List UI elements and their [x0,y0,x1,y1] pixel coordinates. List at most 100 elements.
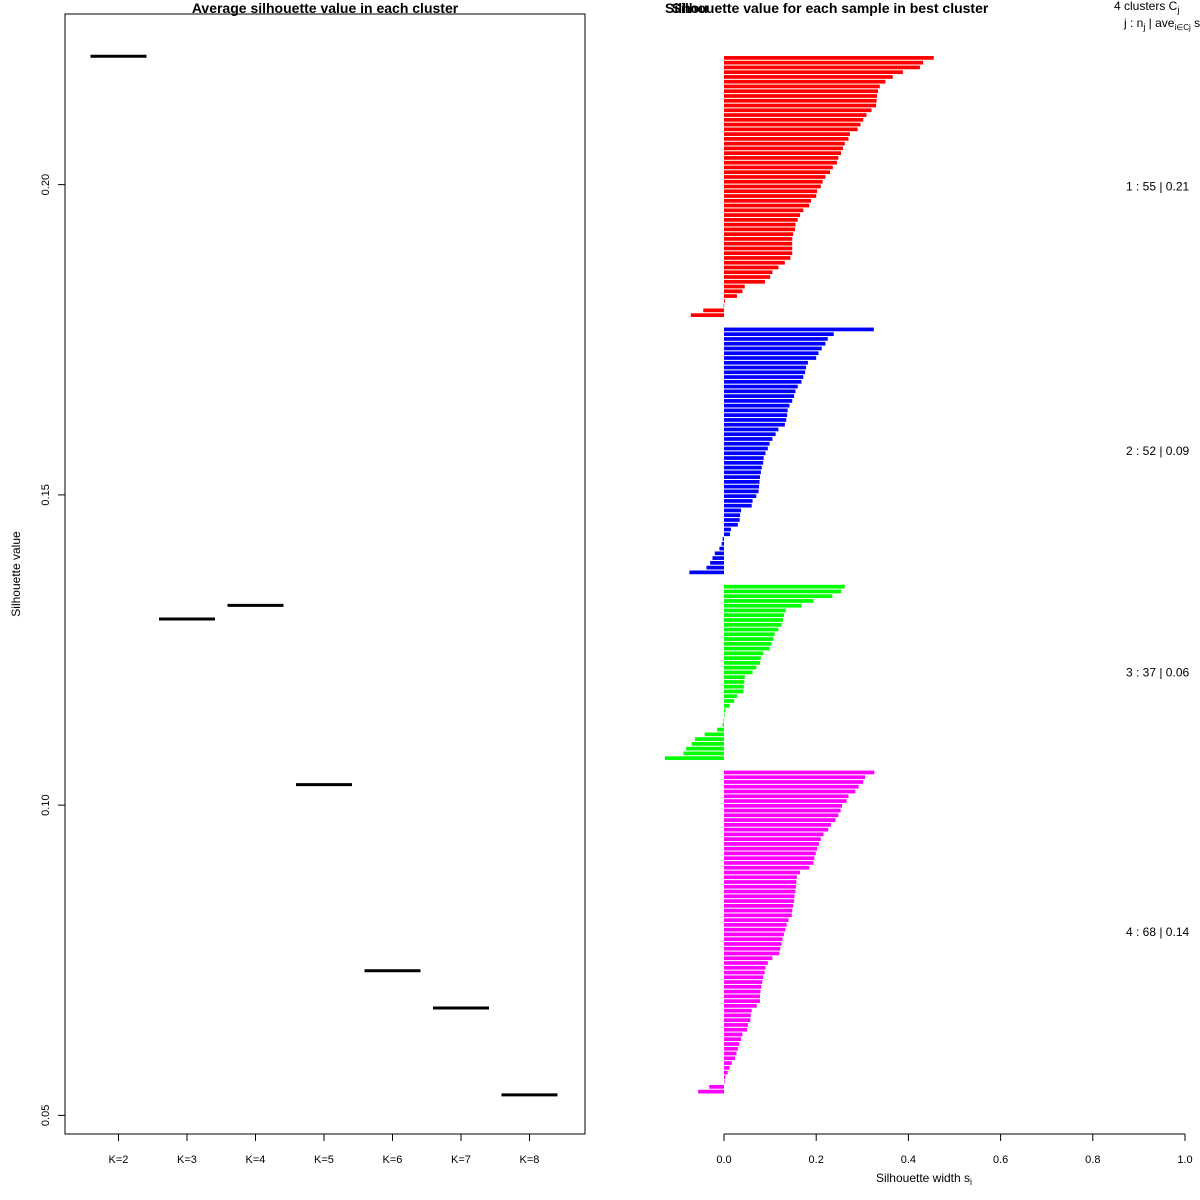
silhouette-bar [724,65,920,70]
silhouette-bar [724,79,886,84]
silhouette-bar [724,608,786,613]
silhouette-bar [722,722,724,727]
silhouette-bar [724,418,787,422]
silhouette-bar [724,298,725,303]
silhouette-bar [703,308,724,313]
silhouette-bar [724,599,814,603]
silhouette-bar [724,646,770,651]
silhouette-bar [724,899,795,903]
silhouette-bar [724,460,764,465]
left-x-tick-label: K=3 [177,1154,197,1166]
silhouette-bar [724,522,738,527]
silhouette-bar [724,132,850,136]
silhouette-bar [724,894,795,899]
silhouette-bar [724,1061,732,1065]
silhouette-bar [724,289,743,294]
silhouette-bar [723,718,725,722]
silhouette-bar [724,780,864,784]
silhouette-bar [724,889,796,894]
silhouette-bar [724,217,798,222]
silhouette-bar [724,789,856,794]
silhouette-bar [724,689,744,694]
silhouette-bar [724,108,872,113]
silhouette-bar [724,1075,726,1080]
right-plot: Silhou Silhouette value for each sample … [664,0,1200,1187]
silhouette-bar [724,470,761,475]
silhouette-bar [724,684,744,689]
cluster-legend-header-main: 4 clusters C [1114,0,1178,13]
silhouette-bar [724,365,807,370]
left-x-tick-label: K=7 [451,1154,471,1166]
right-plot-xlabel: Silhouette width si [876,1171,972,1187]
silhouette-bar [706,565,724,570]
silhouette-bar [724,84,880,89]
silhouette-bar [724,594,833,599]
right-x-tick-label: 0.8 [1085,1154,1100,1166]
left-x-tick-label: K=8 [520,1154,540,1166]
silhouette-bar [724,375,804,379]
silhouette-bar [724,241,793,246]
silhouette-bar [724,222,796,227]
silhouette-bar [724,775,866,780]
right-plot-xlabel-sub: i [970,1177,972,1187]
silhouette-bar [710,560,724,565]
silhouette-bar [724,237,793,241]
silhouette-bar [724,1023,748,1027]
silhouette-bar [724,294,737,298]
silhouette-bar [724,832,824,837]
silhouette-bar [724,994,760,999]
silhouette-bar [724,379,802,384]
silhouette-bar [724,1018,751,1023]
silhouette-bar [724,403,790,408]
silhouette-bar [724,184,821,189]
left-x-tick-label: K=4 [246,1154,266,1166]
silhouette-bar [724,1037,742,1042]
silhouette-bar [724,975,764,980]
silhouette-bar [724,256,791,260]
cluster-label: 4 : 68 | 0.14 [1126,925,1189,939]
silhouette-bar [724,637,774,641]
silhouette-bar [689,570,724,575]
silhouette-bar [724,60,924,65]
silhouette-bar [724,632,775,637]
cluster-legend-subheader: j : nj | avei∈Cj s [1123,16,1200,32]
silhouette-bar [724,484,760,489]
silhouette-bar [724,984,762,989]
silhouette-bar [724,179,823,184]
silhouette-bar [724,618,784,622]
silhouette-bar [724,94,878,98]
left-plot-title: Average silhouette value in each cluster [192,0,459,16]
silhouette-bar [724,394,795,398]
silhouette-bar [724,1065,730,1070]
cluster-legend-subheader-c: s [1191,16,1200,30]
left-plot-frame [64,13,586,1135]
right-x-tick-label: 1.0 [1177,1154,1192,1166]
silhouette-bar [724,813,839,818]
left-plot-marks [90,54,558,1097]
silhouette-bar [691,742,724,746]
silhouette-bar [724,427,779,432]
silhouette-bar [724,137,849,141]
silhouette-bar [724,194,817,198]
silhouette-bar [724,437,773,441]
silhouette-bar [724,989,761,994]
silhouette-bar [724,699,735,703]
silhouette-bar [724,827,829,832]
silhouette-bar [722,537,724,541]
silhouette-bar [724,70,903,75]
silhouette-bar [724,875,797,880]
silhouette-bar [724,370,806,375]
silhouette-bar [724,818,836,822]
silhouette-bar [724,475,760,479]
silhouette-bar [724,441,770,446]
silhouette-bar [724,999,760,1003]
silhouette-bar [724,251,793,256]
silhouette-bar [724,532,730,537]
left-y-tick-label: 0.20 [40,174,52,195]
cluster-legend-subheader-a-sub: j [1142,22,1145,32]
silhouette-bar [724,665,757,670]
silhouette-bar [709,1084,724,1089]
silhouette-bar [724,389,796,394]
silhouette-bar [724,198,812,203]
silhouette-bar [724,784,859,789]
